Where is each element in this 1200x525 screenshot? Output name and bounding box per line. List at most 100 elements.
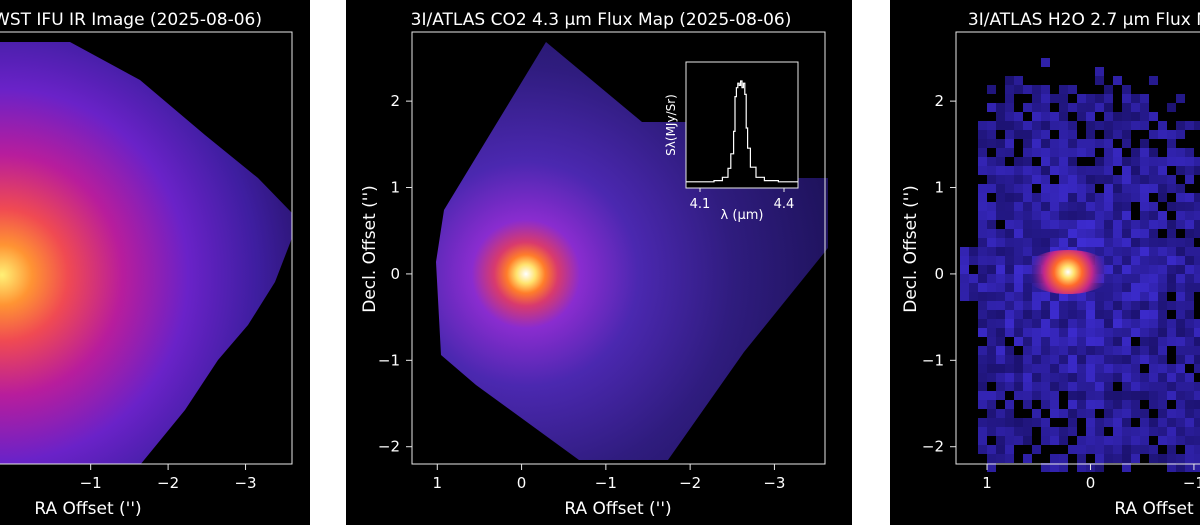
h2o-pixel	[1113, 76, 1122, 85]
h2o-pixel	[1041, 85, 1050, 94]
h2o-pixel	[1158, 175, 1167, 184]
h2o-pixel	[1131, 355, 1140, 364]
h2o-pixel	[1086, 229, 1095, 238]
h2o-pixel	[996, 418, 1005, 427]
h2o-pixel	[1122, 391, 1131, 400]
x-tick-label: 0	[517, 474, 527, 492]
h2o-pixel	[1059, 220, 1068, 229]
h2o-pixel	[1005, 211, 1014, 220]
h2o-pixel	[1023, 328, 1032, 337]
h2o-pixel	[1068, 121, 1077, 130]
h2o-pixel	[1176, 382, 1185, 391]
h2o-pixel	[1140, 175, 1149, 184]
h2o-pixel	[1131, 238, 1140, 247]
h2o-pixel	[1059, 157, 1068, 166]
h2o-pixel	[1095, 211, 1104, 220]
h2o-pixel	[1095, 391, 1104, 400]
h2o-pixel	[1059, 94, 1068, 103]
h2o-pixel	[978, 364, 987, 373]
h2o-pixel	[1104, 202, 1113, 211]
h2o-pixel	[1095, 382, 1104, 391]
h2o-pixel	[978, 328, 987, 337]
h2o-pixel	[1077, 409, 1086, 418]
h2o-pixel	[1059, 463, 1068, 472]
h2o-pixel	[996, 391, 1005, 400]
h2o-pixel	[1122, 445, 1131, 454]
h2o-pixel	[1149, 319, 1158, 328]
h2o-pixel	[1068, 364, 1077, 373]
h2o-pixel	[1059, 301, 1068, 310]
h2o-pixel	[1167, 139, 1176, 148]
h2o-pixel	[1077, 202, 1086, 211]
h2o-pixel	[1176, 292, 1185, 301]
h2o-pixel	[1095, 418, 1104, 427]
h2o-pixel	[1104, 193, 1113, 202]
h2o-pixel	[1095, 400, 1104, 409]
h2o-pixel	[1158, 418, 1167, 427]
h2o-pixel	[1194, 391, 1200, 400]
h2o-pixel	[1032, 193, 1041, 202]
h2o-pixel	[1158, 220, 1167, 229]
co2-emission-region	[436, 42, 828, 460]
h2o-pixel	[1140, 436, 1149, 445]
h2o-pixel	[1176, 454, 1185, 463]
h2o-pixel	[1023, 337, 1032, 346]
h2o-pixel	[1014, 436, 1023, 445]
h2o-pixel	[1176, 427, 1185, 436]
h2o-pixel	[1059, 373, 1068, 382]
h2o-pixel	[987, 265, 996, 274]
h2o-pixel	[978, 319, 987, 328]
h2o-pixel	[1122, 193, 1131, 202]
h2o-pixel	[1104, 184, 1113, 193]
h2o-pixel	[1068, 409, 1077, 418]
h2o-pixel	[1050, 112, 1059, 121]
h2o-pixel	[1104, 382, 1113, 391]
h2o-pixel	[1086, 112, 1095, 121]
h2o-pixel	[1023, 85, 1032, 94]
ir-emission-region	[0, 42, 292, 464]
co2-y-ticks: 2 1 0 −1 −2	[378, 92, 412, 456]
h2o-pixel	[1185, 121, 1194, 130]
h2o-pixel	[1068, 355, 1077, 364]
h2o-pixel	[978, 301, 987, 310]
h2o-pixel	[1086, 355, 1095, 364]
h2o-pixel	[1140, 121, 1149, 130]
h2o-pixel	[1113, 319, 1122, 328]
h2o-pixel	[1176, 328, 1185, 337]
h2o-pixel	[1068, 373, 1077, 382]
h2o-pixel	[1077, 328, 1086, 337]
h2o-pixel	[1140, 103, 1149, 112]
h2o-pixel	[1023, 103, 1032, 112]
h2o-pixel	[1140, 274, 1149, 283]
h2o-pixel	[1158, 337, 1167, 346]
h2o-pixel	[1158, 193, 1167, 202]
h2o-pixel	[1014, 121, 1023, 130]
h2o-pixel	[1005, 283, 1014, 292]
ir-xlabel: RA Offset ('')	[34, 499, 141, 519]
h2o-pixel	[1050, 463, 1059, 472]
h2o-pixel	[1014, 265, 1023, 274]
h2o-pixel	[1185, 265, 1194, 274]
h2o-pixel	[1050, 400, 1059, 409]
h2o-pixel	[1068, 130, 1077, 139]
h2o-pixel	[1104, 85, 1113, 94]
h2o-pixel	[1050, 382, 1059, 391]
h2o-pixel	[1041, 148, 1050, 157]
h2o-pixel	[1086, 436, 1095, 445]
h2o-pixel	[1059, 85, 1068, 94]
h2o-pixel	[1068, 382, 1077, 391]
h2o-pixel	[1068, 400, 1077, 409]
h2o-pixel	[1032, 328, 1041, 337]
h2o-pixel	[1041, 202, 1050, 211]
h2o-pixel	[987, 283, 996, 292]
h2o-pixel	[1131, 409, 1140, 418]
h2o-pixel	[996, 319, 1005, 328]
h2o-pixel	[1122, 364, 1131, 373]
h2o-pixel	[1185, 247, 1194, 256]
h2o-pixel	[1194, 427, 1200, 436]
h2o-pixel	[1095, 346, 1104, 355]
h2o-pixel	[1167, 418, 1176, 427]
h2o-pixel	[1122, 157, 1131, 166]
h2o-pixel	[1185, 310, 1194, 319]
h2o-pixel	[987, 202, 996, 211]
